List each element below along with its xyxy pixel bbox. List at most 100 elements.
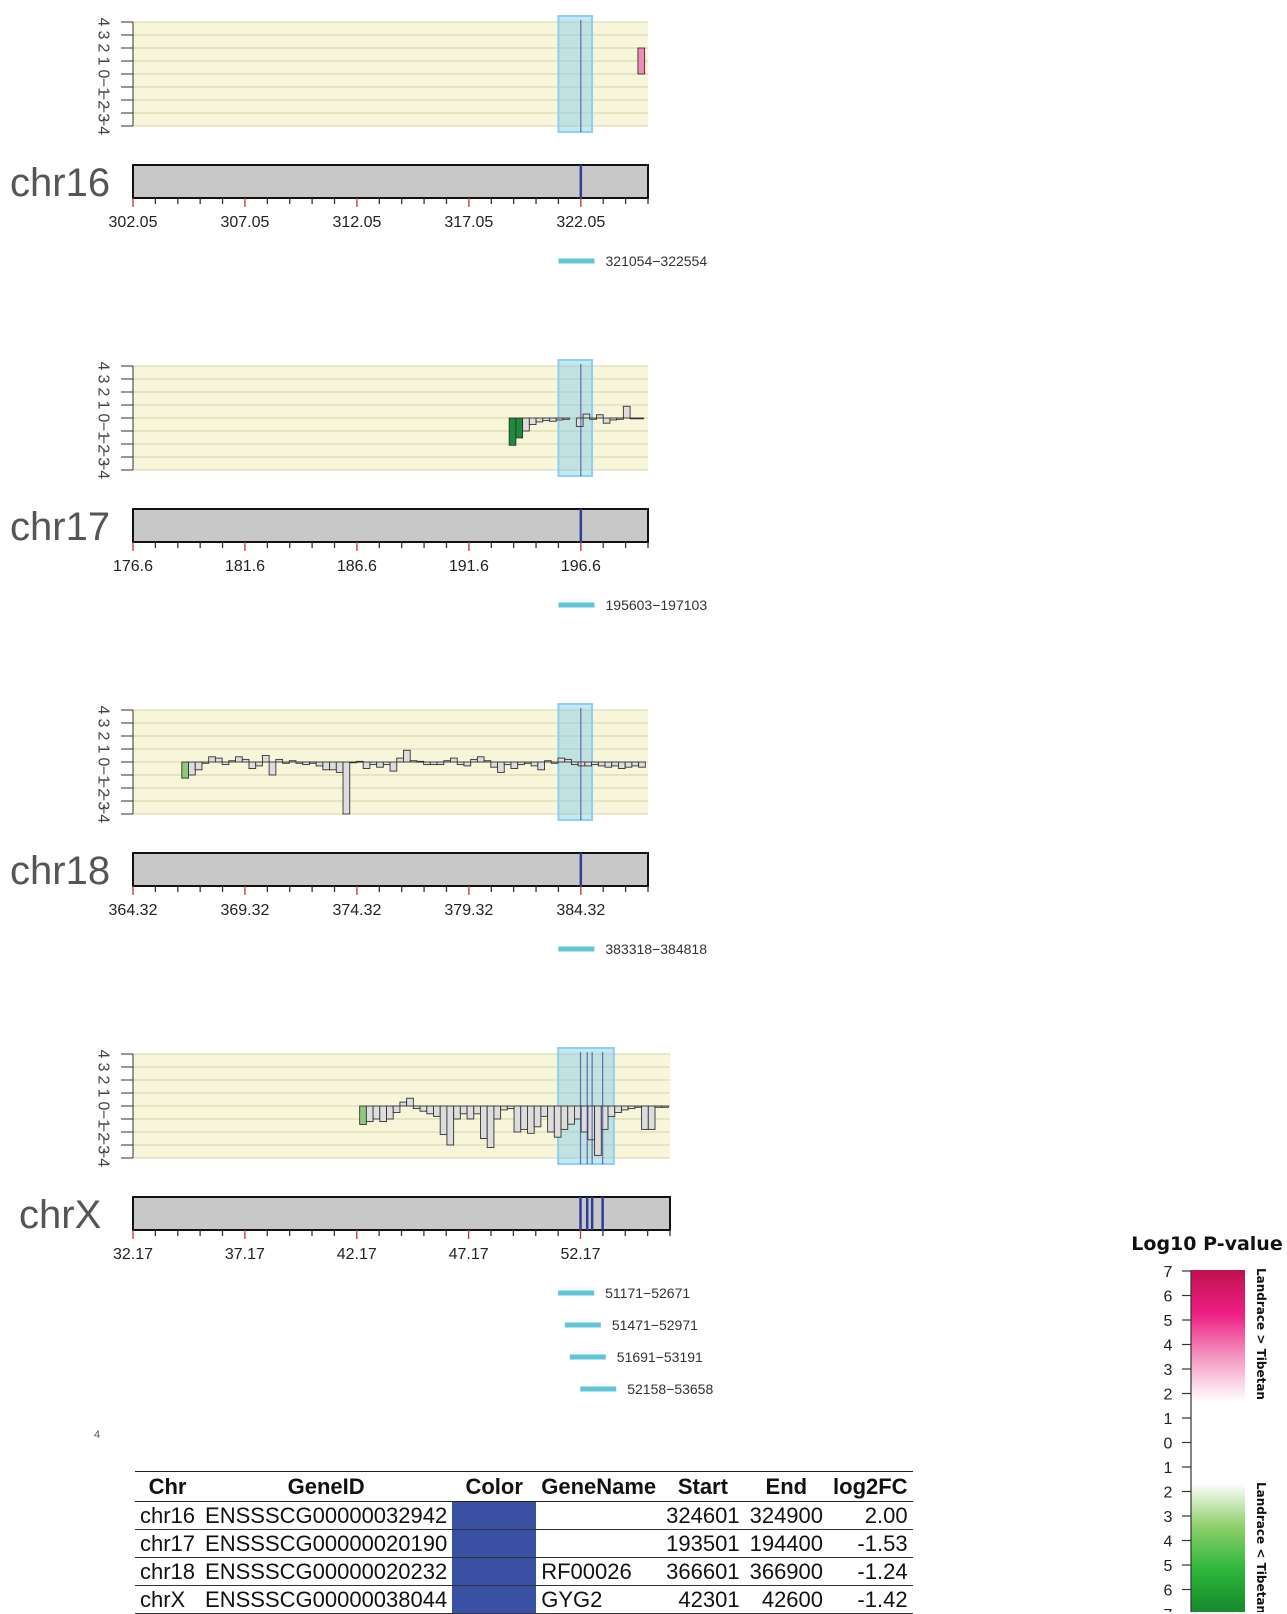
- x-tick-label: 186.6: [337, 558, 377, 575]
- fold-change-bar: [555, 417, 564, 421]
- cell-start: 324601: [661, 1501, 745, 1530]
- fold-change-bar: [429, 761, 438, 766]
- fold-change-bar: [261, 755, 270, 763]
- fold-change-bar: [627, 1105, 636, 1110]
- cell-gene-name: [536, 1501, 662, 1530]
- fold-change-bar: [636, 417, 644, 420]
- fold-change-bar: [500, 1105, 508, 1111]
- fold-change-bar: [609, 417, 618, 421]
- fold-change-bar: [661, 1105, 669, 1108]
- fold-change-bar: [382, 761, 391, 766]
- y-tick-label: −2: [95, 435, 112, 453]
- fold-change-bar: [641, 1105, 649, 1130]
- fold-change-bar: [473, 1105, 481, 1115]
- fold-change-bar: [476, 756, 485, 763]
- fold-change-bar: [241, 758, 250, 763]
- y-tick-label: −3: [95, 104, 112, 122]
- fold-change-bar: [547, 1105, 555, 1133]
- fold-change-bar: [591, 761, 599, 766]
- y-tick-label: 1: [95, 745, 112, 754]
- y-tick-label: 2: [95, 44, 112, 53]
- x-tick-label: 181.6: [225, 558, 265, 575]
- chromosome-panel-chr18: 4 3 2 1 0−1−2−3−4 chr18 364.32 369.32 374.32 379.…: [10, 703, 707, 957]
- fold-change-bar: [587, 1105, 596, 1141]
- fold-change-bar: [517, 761, 525, 766]
- fold-change-bar: [322, 761, 331, 771]
- header-color: Color: [452, 1471, 537, 1502]
- stray-mark-text: 4: [94, 1429, 100, 1441]
- fold-change-bar: [617, 761, 626, 769]
- fold-change-bar: [439, 1105, 448, 1136]
- cell-color-swatch: [452, 1501, 537, 1530]
- fold-change-bar: [208, 756, 216, 763]
- fold-change-bar: [493, 1105, 502, 1120]
- y-tick-label: 4: [95, 1050, 112, 1059]
- cell-gene-name: GYG2: [536, 1585, 662, 1614]
- fold-change-bar: [466, 1105, 475, 1120]
- range-label: 321054−322554: [606, 253, 708, 269]
- cell-color-swatch: [452, 1529, 537, 1558]
- fold-change-bar: [503, 761, 512, 766]
- fold-change-bar: [614, 1105, 622, 1113]
- x-tick-label: 364.32: [109, 902, 158, 919]
- fold-change-bar: [510, 761, 519, 769]
- fold-change-bar: [575, 417, 584, 427]
- fold-change-bar: [490, 761, 498, 768]
- fold-change-bar: [356, 760, 364, 763]
- fold-change-bar: [376, 761, 384, 768]
- y-tick-label: −3: [95, 1136, 112, 1154]
- y-tick-label: −3: [95, 448, 112, 466]
- fold-change-bar: [372, 1105, 381, 1120]
- fold-change-bar: [584, 761, 593, 767]
- fold-change-bar: [335, 761, 344, 773]
- header-end: End: [744, 1471, 829, 1502]
- y-tick-label: −2: [95, 779, 112, 797]
- fold-change-bar: [611, 761, 619, 767]
- fold-change-bar: [629, 417, 638, 420]
- fold-change-bar: [282, 761, 290, 764]
- y-tick-label: 0: [95, 1102, 112, 1111]
- fold-change-bar: [369, 761, 378, 766]
- chromosome-panel-chr16: 4 3 2 1 0−1−2−3−4 chr16 302.05 307.05 312.05 317.…: [10, 15, 708, 269]
- x-tick-label: 379.32: [444, 902, 493, 919]
- y-tick-label: 4: [95, 706, 112, 715]
- chromosome-panel-chrX: 4 3 2 1 0−1−2−3−4 chrX 32.17 37.17 42.17 47.17 52.…: [19, 1047, 713, 1397]
- cell-chr: chr18: [135, 1557, 201, 1586]
- fold-change-bar: [486, 1105, 495, 1149]
- highlight-region: [557, 15, 594, 133]
- fold-change-bar: [416, 760, 425, 763]
- y-tick-label: 3: [95, 1063, 112, 1072]
- legend-upper-label: Landrace > Tibetan: [1254, 1268, 1268, 1400]
- header-chr: Chr: [135, 1471, 201, 1502]
- legend-ticks: 7 6 5 4 3 2 1 0 1 2 3 4 5 6 7: [1164, 1264, 1191, 1612]
- fold-change-bar: [214, 757, 223, 763]
- x-tick-label: 369.32: [220, 902, 269, 919]
- x-tick-label: 42.17: [337, 1246, 377, 1263]
- fold-change-bar: [631, 761, 640, 767]
- y-tick-label: −4: [95, 1149, 112, 1167]
- fold-change-bar: [597, 761, 606, 767]
- y-tick-label: 4: [95, 362, 112, 371]
- legend-tick-label: 5: [1164, 1558, 1173, 1575]
- fold-change-bar: [600, 1105, 609, 1130]
- fold-change-bar: [535, 417, 544, 423]
- cell-log2fc: -1.53: [828, 1529, 913, 1558]
- fold-change-bar: [359, 1105, 367, 1125]
- table-row: chr18 ENSSSCG00000020232 RF00026 366601 …: [135, 1557, 913, 1586]
- x-tick-label: 37.17: [225, 1246, 265, 1263]
- cell-gene-id: ENSSSCG00000032942: [200, 1501, 453, 1530]
- fold-change-bar: [275, 758, 284, 763]
- chromosome-label: chr16: [10, 161, 110, 205]
- x-tick-label: 196.6: [561, 558, 601, 575]
- y-tick-label: −1: [95, 766, 112, 784]
- y-tick-label: −4: [95, 117, 112, 135]
- fold-change-bar: [201, 761, 210, 764]
- legend-tick-label: 3: [1164, 1362, 1173, 1379]
- y-tick-label: −4: [95, 805, 112, 823]
- fold-change-bar: [530, 761, 539, 767]
- table-row: chr17 ENSSSCG00000020190 193501 194400 -…: [135, 1529, 913, 1558]
- chromosome-label: chr18: [10, 849, 110, 893]
- fold-change-bar: [624, 761, 633, 768]
- fold-change-bar: [515, 417, 524, 439]
- fold-change-bar: [456, 761, 465, 766]
